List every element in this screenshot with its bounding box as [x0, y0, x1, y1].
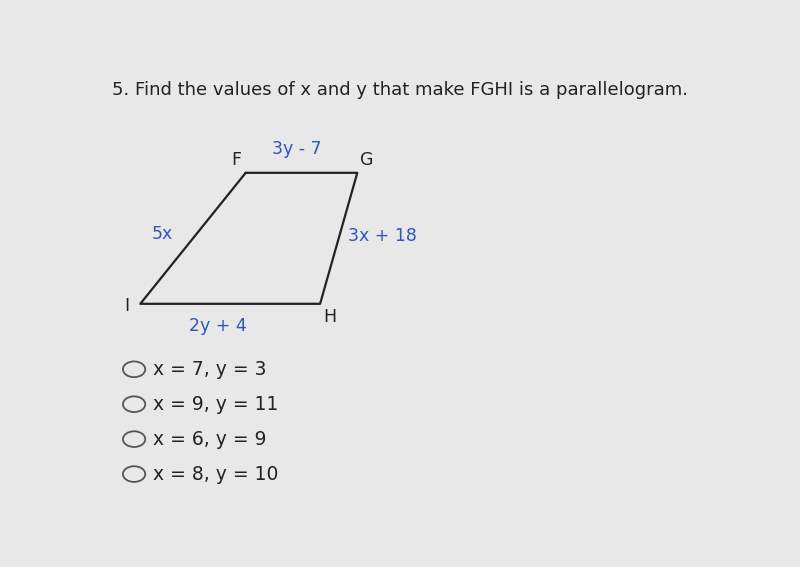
Text: H: H	[323, 308, 337, 326]
Text: 3y - 7: 3y - 7	[272, 139, 322, 158]
Text: 3x + 18: 3x + 18	[348, 227, 417, 245]
Text: 5. Find the values of x and y that make FGHI is a parallelogram.: 5. Find the values of x and y that make …	[112, 81, 688, 99]
Text: 2y + 4: 2y + 4	[189, 317, 246, 335]
Text: I: I	[124, 297, 130, 315]
Text: x = 6, y = 9: x = 6, y = 9	[153, 430, 266, 448]
Text: 5x: 5x	[152, 225, 173, 243]
Text: x = 8, y = 10: x = 8, y = 10	[153, 464, 278, 484]
Text: G: G	[361, 151, 374, 169]
Text: x = 7, y = 3: x = 7, y = 3	[153, 360, 266, 379]
Text: x = 9, y = 11: x = 9, y = 11	[153, 395, 278, 414]
Text: F: F	[230, 151, 241, 169]
